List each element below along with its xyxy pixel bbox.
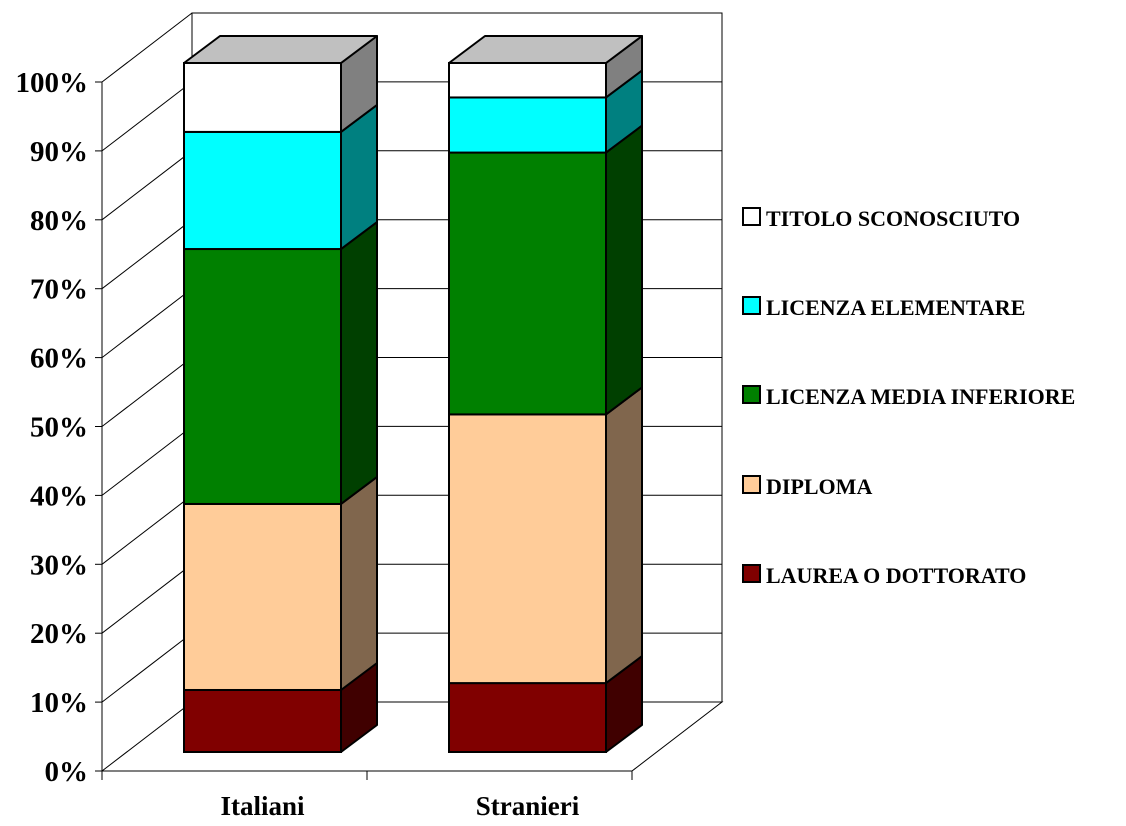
bar-segment-diploma xyxy=(183,502,342,691)
y-tick-label: 20% xyxy=(30,618,88,650)
bar-segment-titolo-sconosciuto xyxy=(183,62,342,133)
bar-segment-licenza-media-inferiore xyxy=(183,248,342,505)
bar-segment-diploma xyxy=(448,413,607,685)
legend-label: LICENZA ELEMENTARE xyxy=(766,295,1025,320)
bar-side-licenza-media-inferiore xyxy=(605,124,643,416)
bar-segment-titolo-sconosciuto xyxy=(448,62,607,99)
legend-label: DIPLOMA xyxy=(766,474,872,499)
gridline-side xyxy=(101,632,193,703)
x-tick-label: Italiani xyxy=(220,791,305,821)
y-tick-label: 30% xyxy=(30,549,88,581)
legend-label: LICENZA MEDIA INFERIORE xyxy=(766,384,1075,409)
y-tick-label: 10% xyxy=(30,687,88,719)
legend-label: LAUREA O DOTTORATO xyxy=(766,563,1026,588)
bar-side-licenza-media-inferiore xyxy=(340,221,378,505)
gridline-side xyxy=(101,81,193,152)
y-tick-label: 0% xyxy=(45,756,89,788)
y-tick-label: 100% xyxy=(16,67,89,99)
bar-top-face xyxy=(183,35,378,64)
y-tick-label: 40% xyxy=(30,480,88,512)
gridline-side xyxy=(101,426,193,496)
legend-swatch-diploma xyxy=(742,475,761,494)
bar-segment-laurea-o-dottorato xyxy=(183,688,342,753)
bar-segment-licenza-elementare xyxy=(448,96,607,154)
gridline-side xyxy=(101,150,193,221)
y-tick-label: 50% xyxy=(30,412,88,444)
gridline-side xyxy=(101,563,193,634)
bar-segment-licenza-elementare xyxy=(183,130,342,251)
legend-label: TITOLO SCONOSCIUTO xyxy=(766,206,1020,231)
bar-side-diploma xyxy=(605,386,643,685)
y-tick-label: 80% xyxy=(30,205,88,237)
y-tick-label: 70% xyxy=(30,274,88,306)
legend-swatch-licenza-media-inferiore xyxy=(742,385,761,404)
x-tick-label: Stranieri xyxy=(476,791,580,821)
y-tick-label: 60% xyxy=(30,343,88,375)
gridline-side xyxy=(101,12,193,83)
bar-segment-laurea-o-dottorato xyxy=(448,682,607,753)
gridline-side xyxy=(101,494,193,565)
legend-swatch-titolo-sconosciuto xyxy=(742,207,761,226)
gridline-side xyxy=(101,357,193,427)
y-tick-label: 90% xyxy=(30,136,88,168)
legend-swatch-licenza-elementare xyxy=(742,296,761,315)
gridline-side xyxy=(101,288,193,358)
bar-top-face xyxy=(448,35,643,64)
legend-swatch-laurea-o-dottorato xyxy=(742,564,761,583)
gridline-side xyxy=(101,219,193,290)
bar-segment-licenza-media-inferiore xyxy=(448,151,607,416)
bar-side-diploma xyxy=(340,475,378,691)
